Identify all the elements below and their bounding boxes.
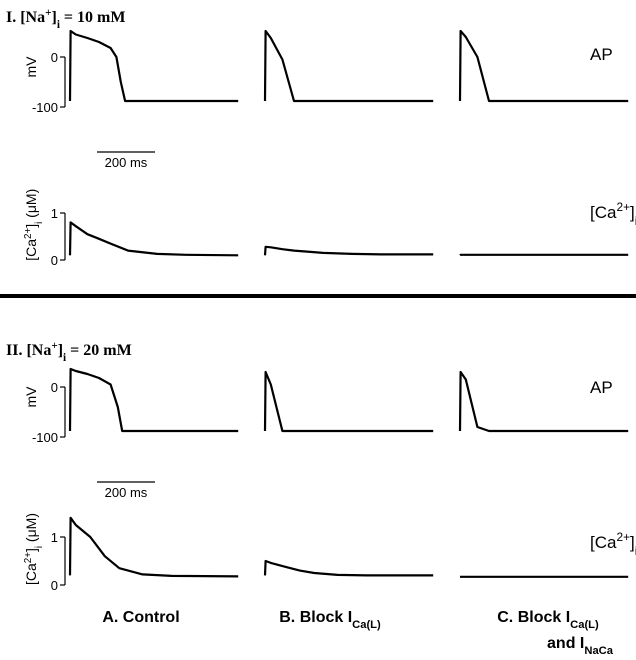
y-tick-label: 1 <box>51 206 58 221</box>
text-part: = 20 mM <box>66 342 132 359</box>
text-part: AP <box>590 378 613 397</box>
text-part: [Ca <box>590 533 617 552</box>
annotation: AP <box>590 45 613 64</box>
section-title: I. [Na+]i = 10 mM <box>6 7 125 31</box>
column-label: A. Control <box>102 609 179 626</box>
text-part: ] <box>630 533 635 552</box>
text-part: 2+ <box>23 228 34 239</box>
text-part: mV <box>23 56 39 78</box>
text-part: NaCa <box>584 645 613 657</box>
text-part: AP <box>590 45 613 64</box>
text-part: II. [Na <box>6 342 51 359</box>
text-part: ] <box>23 224 39 228</box>
text-part: = 10 mM <box>60 9 126 26</box>
trace <box>263 370 434 433</box>
y-tick-label: 0 <box>51 380 58 395</box>
text-part: ] <box>51 9 56 26</box>
text-part: (μM) <box>23 189 39 222</box>
y-tick-label: 1 <box>51 530 58 545</box>
trace <box>68 516 239 578</box>
text-part: C. Block I <box>497 609 570 626</box>
trace <box>459 253 629 257</box>
trace <box>68 221 239 257</box>
text-part: i <box>63 352 66 364</box>
trace <box>458 29 629 103</box>
text-part: i <box>57 19 60 31</box>
text-part: Ca(L) <box>570 619 599 631</box>
text-part: 2+ <box>616 200 630 214</box>
text-part: ] <box>23 548 39 552</box>
text-part: 2+ <box>23 552 34 563</box>
column-label: and INaCa <box>547 635 614 657</box>
text-part: mV <box>23 386 39 408</box>
text-part: i <box>34 222 45 224</box>
y-axis-label: [Ca2+]i (μM) <box>23 189 45 261</box>
text-part: Ca(L) <box>352 619 381 631</box>
scale-bar-label: 200 ms <box>105 485 148 500</box>
trace <box>263 559 434 577</box>
annotation: AP <box>590 378 613 397</box>
column-label: B. Block ICa(L) <box>279 609 381 631</box>
text-part: + <box>45 7 51 19</box>
y-axis-label: mV <box>23 386 39 408</box>
text-part: [Ca <box>23 239 39 261</box>
text-part: i <box>34 546 45 548</box>
annotation: [Ca2+]i <box>590 200 636 228</box>
trace <box>263 29 434 103</box>
text-part: and I <box>547 635 584 652</box>
y-axis-label: mV <box>23 56 39 78</box>
y-tick-label: -100 <box>32 100 58 115</box>
y-tick-label: -100 <box>32 430 58 445</box>
text-part: [Ca <box>23 563 39 585</box>
trace <box>458 370 629 433</box>
y-tick-label: 0 <box>51 578 58 593</box>
text-part: (μM) <box>23 513 39 546</box>
column-label: C. Block ICa(L) <box>497 609 599 631</box>
text-part: i <box>635 544 636 558</box>
trace <box>263 245 434 256</box>
y-axis-label: [Ca2+]i (μM) <box>23 513 45 585</box>
y-tick-label: 0 <box>51 253 58 268</box>
text-part: ] <box>58 342 63 359</box>
trace <box>68 29 239 103</box>
text-part: A. Control <box>102 609 179 626</box>
text-part: I. [Na <box>6 9 45 26</box>
section-title: II. [Na+]i = 20 mM <box>6 340 132 364</box>
trace <box>68 367 239 433</box>
text-part: [Ca <box>590 203 617 222</box>
scale-bar-label: 200 ms <box>105 155 148 170</box>
text-part: B. Block I <box>279 609 352 626</box>
annotation: [Ca2+]i <box>590 530 636 558</box>
text-part: i <box>635 214 636 228</box>
text-part: 2+ <box>616 530 630 544</box>
text-part: ] <box>630 203 635 222</box>
text-part: + <box>51 340 57 352</box>
y-tick-label: 0 <box>51 50 58 65</box>
